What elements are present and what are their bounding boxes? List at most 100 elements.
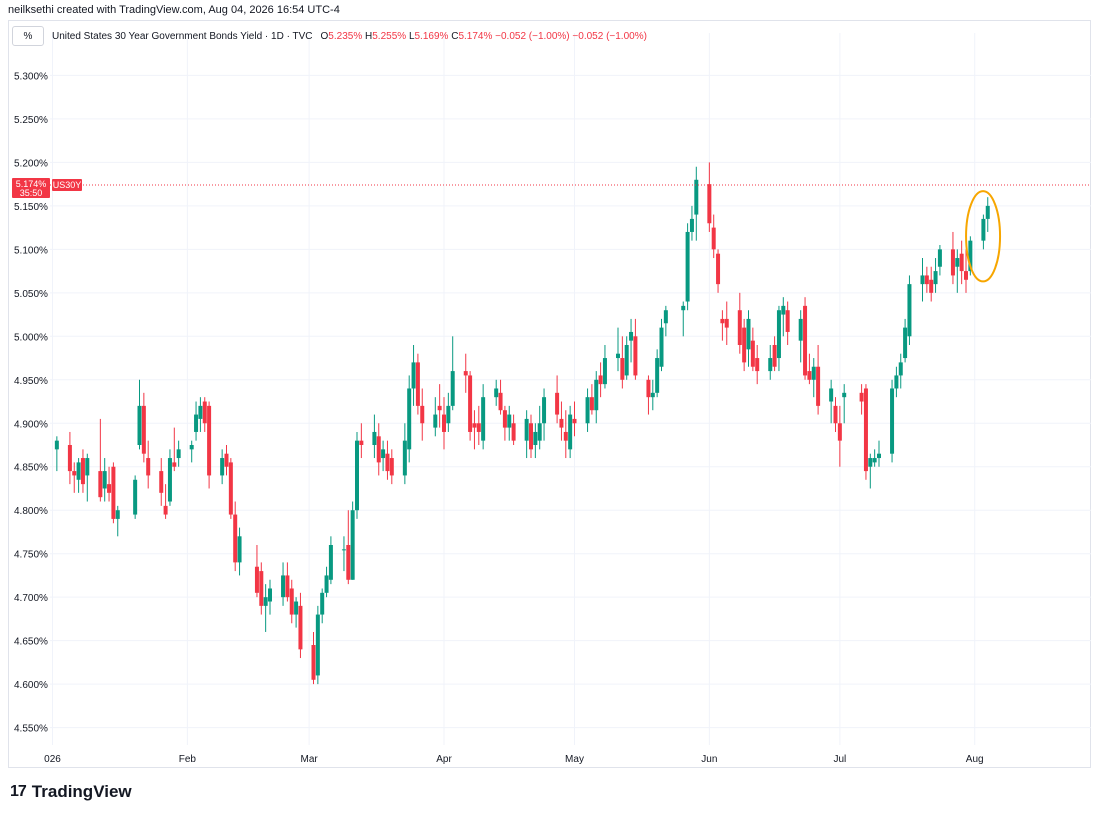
candle-up [76, 462, 81, 480]
candle-up [746, 318, 751, 350]
price-tag-value: 5.174% [16, 179, 47, 189]
tradingview-logo-text: TradingView [31, 782, 132, 801]
candle-up [281, 575, 286, 598]
candle-up [629, 331, 634, 341]
candle-down [437, 405, 442, 411]
candle-up [524, 418, 529, 441]
candle-down [816, 366, 821, 406]
change-value-secondary: −0.052 (−1.00%) [572, 30, 647, 42]
y-tick-label: 5.200% [14, 158, 48, 169]
price-tag-countdown: 35:50 [20, 188, 43, 198]
candle-down [389, 458, 394, 476]
candle-up [768, 358, 773, 372]
candle-up [176, 449, 181, 459]
tradingview-logo[interactable]: 17 TradingView [10, 782, 132, 802]
y-tick-label: 5.000% [14, 332, 48, 343]
candle-up [694, 179, 699, 215]
candle-up [507, 414, 512, 428]
candle-down [837, 423, 842, 441]
x-tick-label: May [565, 754, 584, 765]
candle-up [85, 458, 90, 476]
x-tick-label: Jul [833, 754, 846, 765]
candle-up [594, 379, 599, 411]
candle-down [742, 327, 747, 363]
open-value: 5.235% [328, 30, 363, 42]
candle-up [663, 310, 668, 324]
candle-down [254, 566, 259, 593]
candle-down [472, 423, 477, 428]
candle-up [533, 431, 538, 445]
x-tick-label: Feb [179, 754, 197, 765]
candle-down [163, 505, 168, 515]
y-tick-label: 4.800% [14, 506, 48, 517]
low-label: L [408, 30, 415, 42]
candle-down [442, 414, 446, 432]
candle-down [589, 397, 594, 411]
candle-down [716, 253, 721, 285]
candle-up [681, 305, 686, 311]
candle-up [115, 510, 120, 519]
y-tick-label: 5.250% [14, 115, 48, 126]
candle-down [633, 336, 638, 376]
candle-up [981, 218, 986, 241]
price-tag-box [12, 178, 50, 198]
candle-up [903, 327, 908, 359]
candle-up [659, 327, 664, 367]
candle-down [720, 318, 725, 324]
candle-up [798, 318, 803, 341]
candle-down [476, 423, 481, 432]
ohlc-values: O5.235% H5.255% L5.169% C5.174% −0.052 (… [321, 31, 647, 42]
close-value: 5.174% [458, 30, 493, 42]
candle-up [920, 275, 925, 285]
candle-down [311, 645, 316, 680]
candle-up [268, 588, 272, 602]
candle-up [411, 362, 416, 389]
candle-up [937, 249, 942, 267]
candle-up [102, 471, 107, 489]
candle-down [750, 340, 755, 367]
candle-down [924, 275, 929, 285]
candle-up [446, 405, 451, 424]
candle-up [898, 362, 903, 376]
candle-down [468, 375, 473, 432]
candle-down [511, 423, 516, 441]
chart-frame [8, 20, 1091, 768]
candle-down [950, 249, 955, 276]
candle-up [433, 414, 438, 428]
candle-down [202, 401, 207, 424]
candle-down [863, 388, 868, 472]
x-tick-label: Jun [701, 754, 717, 765]
open-label: O [320, 30, 329, 42]
candle-up [585, 397, 590, 424]
candle-up [542, 397, 547, 424]
y-tick-label: 5.300% [14, 71, 48, 82]
candle-down [737, 310, 742, 345]
candle-down [833, 405, 838, 424]
symbol-title[interactable]: United States 30 Year Government Bonds Y… [52, 30, 313, 42]
candle-up [355, 440, 359, 511]
candle-down [463, 371, 468, 376]
candle-up [933, 271, 938, 285]
candle-down [620, 358, 625, 380]
candle-down [172, 462, 177, 467]
high-value: 5.255% [372, 30, 407, 42]
annotation-ellipse [965, 190, 1002, 283]
candle-up [315, 614, 320, 676]
candle-down [72, 471, 77, 476]
candle-up [655, 358, 660, 393]
candle-down [803, 305, 808, 376]
candle-down [376, 436, 381, 463]
candle-up [341, 549, 346, 551]
symbol-tag: US30Y [53, 180, 82, 190]
y-tick-label: 5.100% [14, 245, 48, 256]
percent-scale-button[interactable]: % [12, 26, 44, 46]
candle-down [707, 184, 712, 224]
candle-down [772, 345, 777, 367]
candle-up [985, 205, 990, 219]
candle-up [402, 440, 407, 476]
y-tick-label: 4.550% [14, 724, 48, 735]
candle-down [724, 318, 729, 328]
y-tick-label: 5.150% [14, 202, 48, 213]
candle-up [842, 392, 847, 398]
